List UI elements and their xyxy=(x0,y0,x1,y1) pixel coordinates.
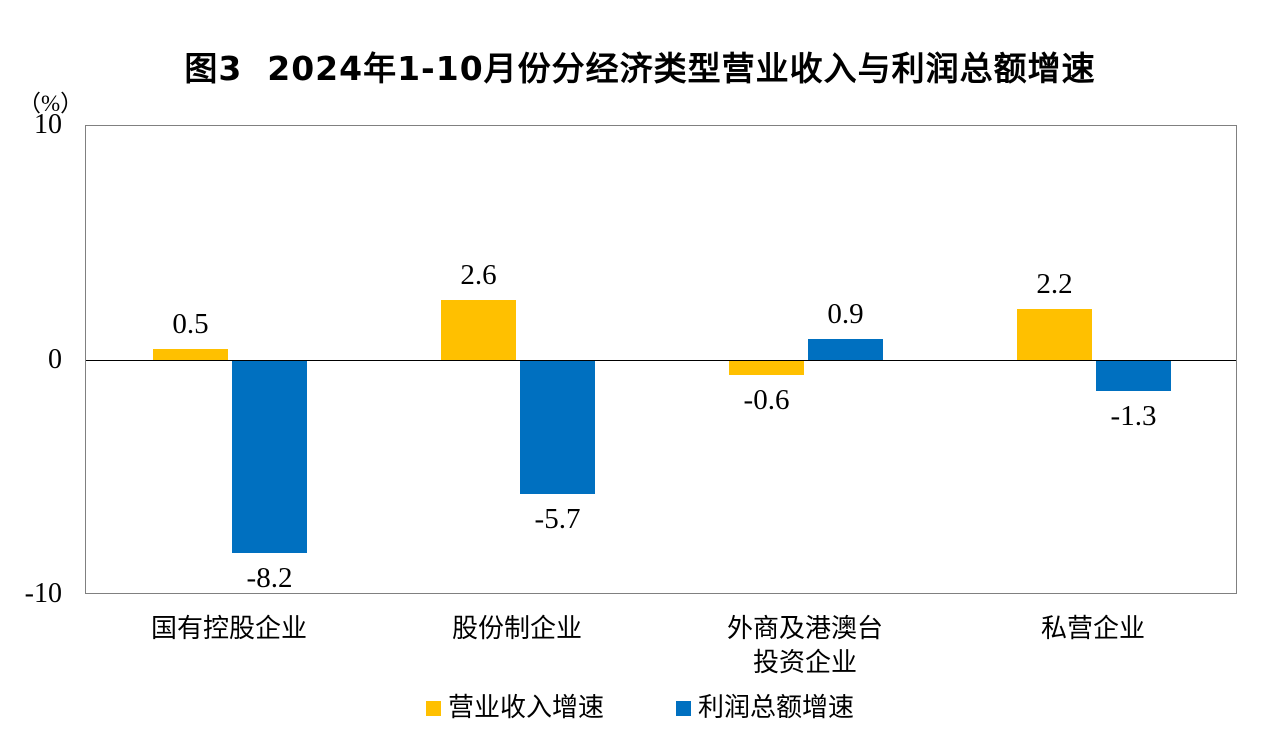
bar-series0-cat1 xyxy=(441,299,516,361)
bar-value-label-series0-cat2: -0.6 xyxy=(743,383,790,416)
legend-item-1: 利润总额增速 xyxy=(676,694,854,722)
bar-series0-cat0 xyxy=(153,348,228,361)
legend-swatch-icon xyxy=(676,700,691,716)
bar-series0-cat2 xyxy=(729,360,804,375)
chart-title: 图3 2024年1-10月份分经济类型营业收入与利润总额增速 xyxy=(184,49,1096,88)
x-axis-label-1: 股份制企业 xyxy=(451,614,582,643)
bar-value-label-series0-cat3: 2.2 xyxy=(1036,267,1073,300)
x-axis-label-0: 国有控股企业 xyxy=(150,614,307,643)
legend-swatch-icon xyxy=(425,700,441,716)
zero-line xyxy=(86,360,1236,361)
bar-value-label-series0-cat1: 2.6 xyxy=(460,258,497,291)
bar-series1-cat3 xyxy=(1096,360,1171,391)
bar-value-label-series1-cat3: -1.3 xyxy=(1110,399,1157,432)
bar-value-label-series1-cat0: -8.2 xyxy=(246,561,293,594)
x-axis-label-3: 私营企业 xyxy=(1040,614,1145,643)
legend-label: 利润总额增速 xyxy=(698,693,855,722)
legend: 营业收入增速 利润总额增速 xyxy=(0,694,1280,722)
bar-series1-cat0 xyxy=(232,360,307,553)
y-axis-tick-label-1: 0 xyxy=(48,343,62,375)
bar-value-label-series1-cat1: -5.7 xyxy=(534,503,581,536)
bar-series1-cat1 xyxy=(520,360,595,495)
bar-series1-cat2 xyxy=(808,339,883,361)
bar-value-label-series0-cat0: 0.5 xyxy=(172,307,209,340)
bar-value-label-series1-cat2: 0.9 xyxy=(827,298,864,331)
x-axis-label-2: 外商及港澳台 投资企业 xyxy=(726,614,883,677)
y-axis-tick-label-2: -10 xyxy=(24,578,62,609)
y-axis-tick-label-0: 10 xyxy=(34,109,62,140)
bar-series0-cat3 xyxy=(1017,308,1092,361)
legend-item-0: 营业收入增速 xyxy=(425,693,604,722)
plot-area: 0.5 2.6 -0.6 2.2 -8.2 -5.7 0.9 -1.3 xyxy=(85,125,1237,594)
legend-label: 营业收入增速 xyxy=(447,693,604,722)
y-axis-unit-label: （%） xyxy=(18,91,84,116)
